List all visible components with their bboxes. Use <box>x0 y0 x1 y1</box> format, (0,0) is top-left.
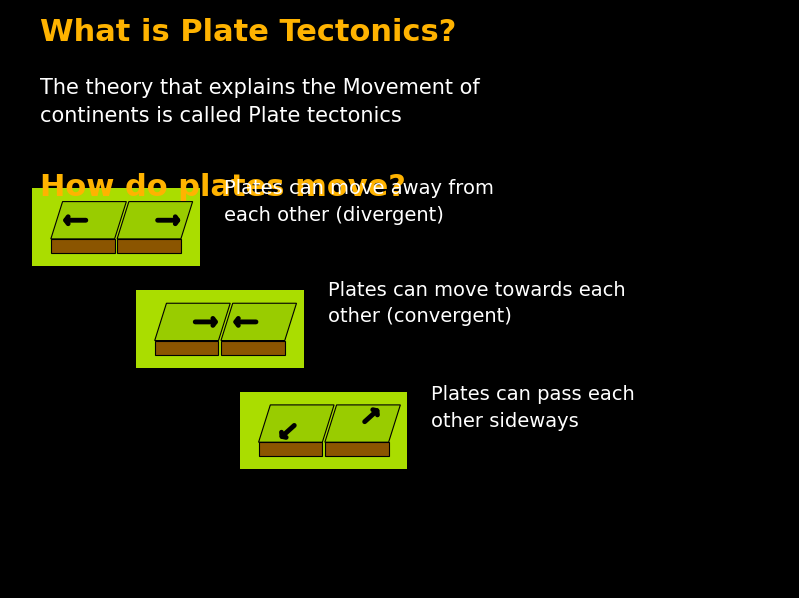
Text: The theory that explains the Movement of
continents is called Plate tectonics: The theory that explains the Movement of… <box>40 78 479 126</box>
Polygon shape <box>325 443 388 456</box>
Polygon shape <box>155 340 218 355</box>
Polygon shape <box>117 202 193 239</box>
Polygon shape <box>51 239 114 253</box>
Polygon shape <box>259 443 322 456</box>
Text: How do plates move?: How do plates move? <box>40 173 406 202</box>
FancyBboxPatch shape <box>32 188 200 266</box>
Polygon shape <box>155 303 230 340</box>
Text: Plates can move away from
each other (divergent): Plates can move away from each other (di… <box>224 179 494 225</box>
FancyBboxPatch shape <box>136 290 304 368</box>
Polygon shape <box>221 303 296 340</box>
Polygon shape <box>325 405 400 443</box>
Polygon shape <box>117 239 181 253</box>
Polygon shape <box>221 340 284 355</box>
Text: What is Plate Tectonics?: What is Plate Tectonics? <box>40 18 456 47</box>
Polygon shape <box>51 202 126 239</box>
FancyBboxPatch shape <box>240 392 407 469</box>
Text: Plates can move towards each
other (convergent): Plates can move towards each other (conv… <box>328 281 625 327</box>
Polygon shape <box>259 405 334 443</box>
Text: Plates can pass each
other sideways: Plates can pass each other sideways <box>431 386 635 431</box>
